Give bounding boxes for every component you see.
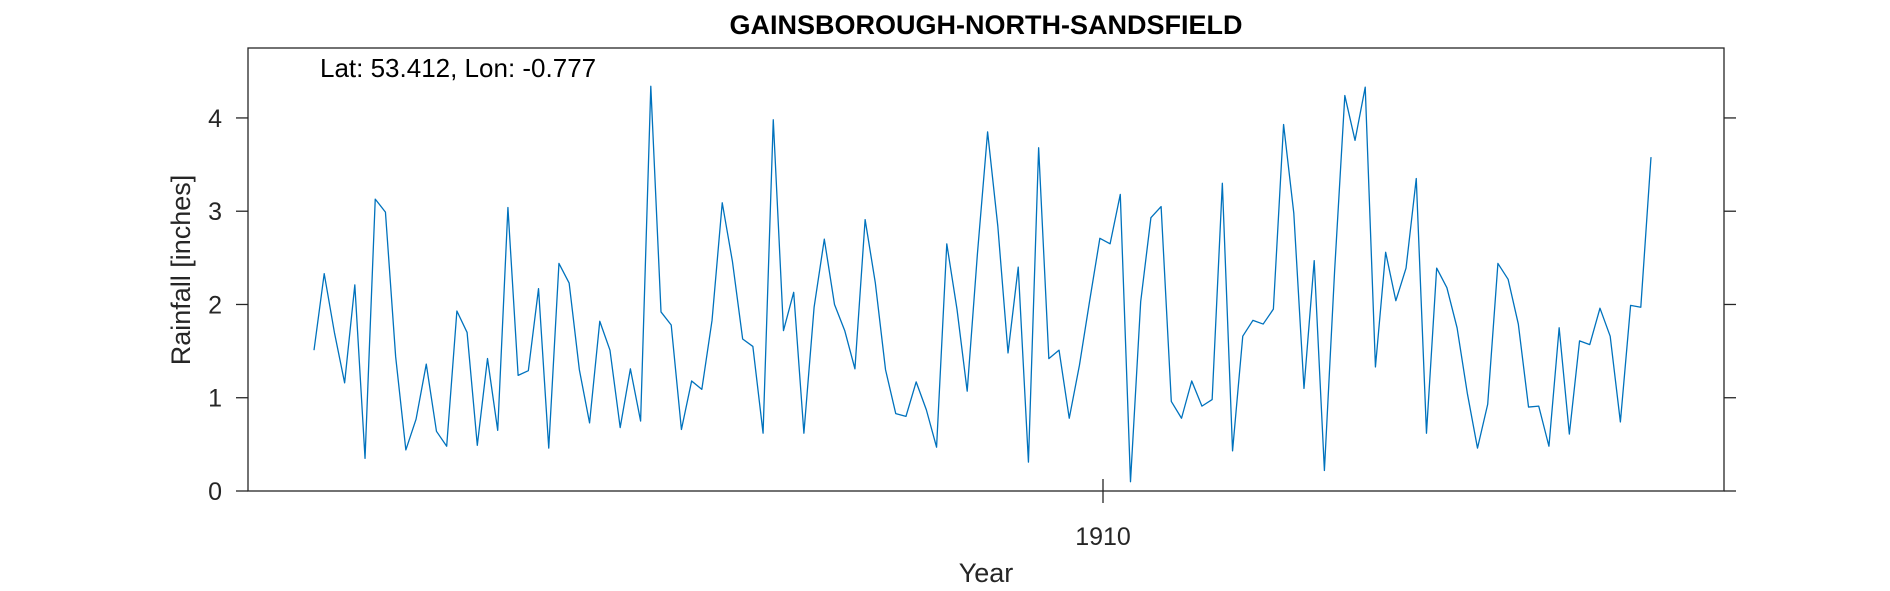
y-tick-label: 3 [208,198,222,226]
y-axis-ticks: 0 1 2 3 4 [208,105,1736,506]
y-tick-label: 1 [208,385,222,413]
y-tick-label: 0 [208,478,222,506]
chart-title: GAINSBOROUGH-NORTH-SANDSFIELD [730,10,1243,40]
x-tick-label: 1910 [1075,523,1131,551]
y-tick-label: 2 [208,291,222,319]
y-tick-label: 4 [208,105,222,133]
y-axis-label: Rainfall [inches] [166,175,196,366]
x-axis-label: Year [959,558,1014,588]
plot-area [247,47,1725,492]
x-axis-ticks: 1910 [1075,479,1131,551]
rainfall-series-line [313,85,1652,483]
location-annotation: Lat: 53.412, Lon: -0.777 [320,53,596,83]
